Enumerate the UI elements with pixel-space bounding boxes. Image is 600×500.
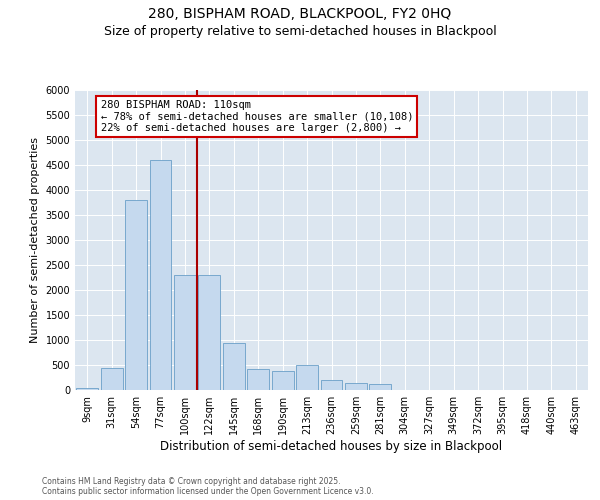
Bar: [272, 371, 293, 390]
Text: Contains public sector information licensed under the Open Government Licence v3: Contains public sector information licen…: [42, 487, 374, 496]
Text: Size of property relative to semi-detached houses in Blackpool: Size of property relative to semi-detach…: [104, 25, 496, 38]
Bar: [223, 342, 245, 390]
Y-axis label: Number of semi-detached properties: Number of semi-detached properties: [30, 137, 40, 343]
X-axis label: Distribution of semi-detached houses by size in Blackpool: Distribution of semi-detached houses by …: [160, 440, 503, 453]
Bar: [370, 384, 391, 390]
Bar: [247, 368, 269, 390]
Bar: [345, 382, 367, 390]
Text: Contains HM Land Registry data © Crown copyright and database right 2025.: Contains HM Land Registry data © Crown c…: [42, 477, 341, 486]
Bar: [296, 365, 318, 390]
Bar: [101, 368, 122, 390]
Bar: [149, 160, 172, 390]
Bar: [76, 388, 98, 390]
Text: 280, BISPHAM ROAD, BLACKPOOL, FY2 0HQ: 280, BISPHAM ROAD, BLACKPOOL, FY2 0HQ: [148, 8, 452, 22]
Bar: [174, 275, 196, 390]
Bar: [199, 275, 220, 390]
Bar: [320, 380, 343, 390]
Text: 280 BISPHAM ROAD: 110sqm
← 78% of semi-detached houses are smaller (10,108)
22% : 280 BISPHAM ROAD: 110sqm ← 78% of semi-d…: [101, 100, 413, 133]
Bar: [125, 200, 147, 390]
